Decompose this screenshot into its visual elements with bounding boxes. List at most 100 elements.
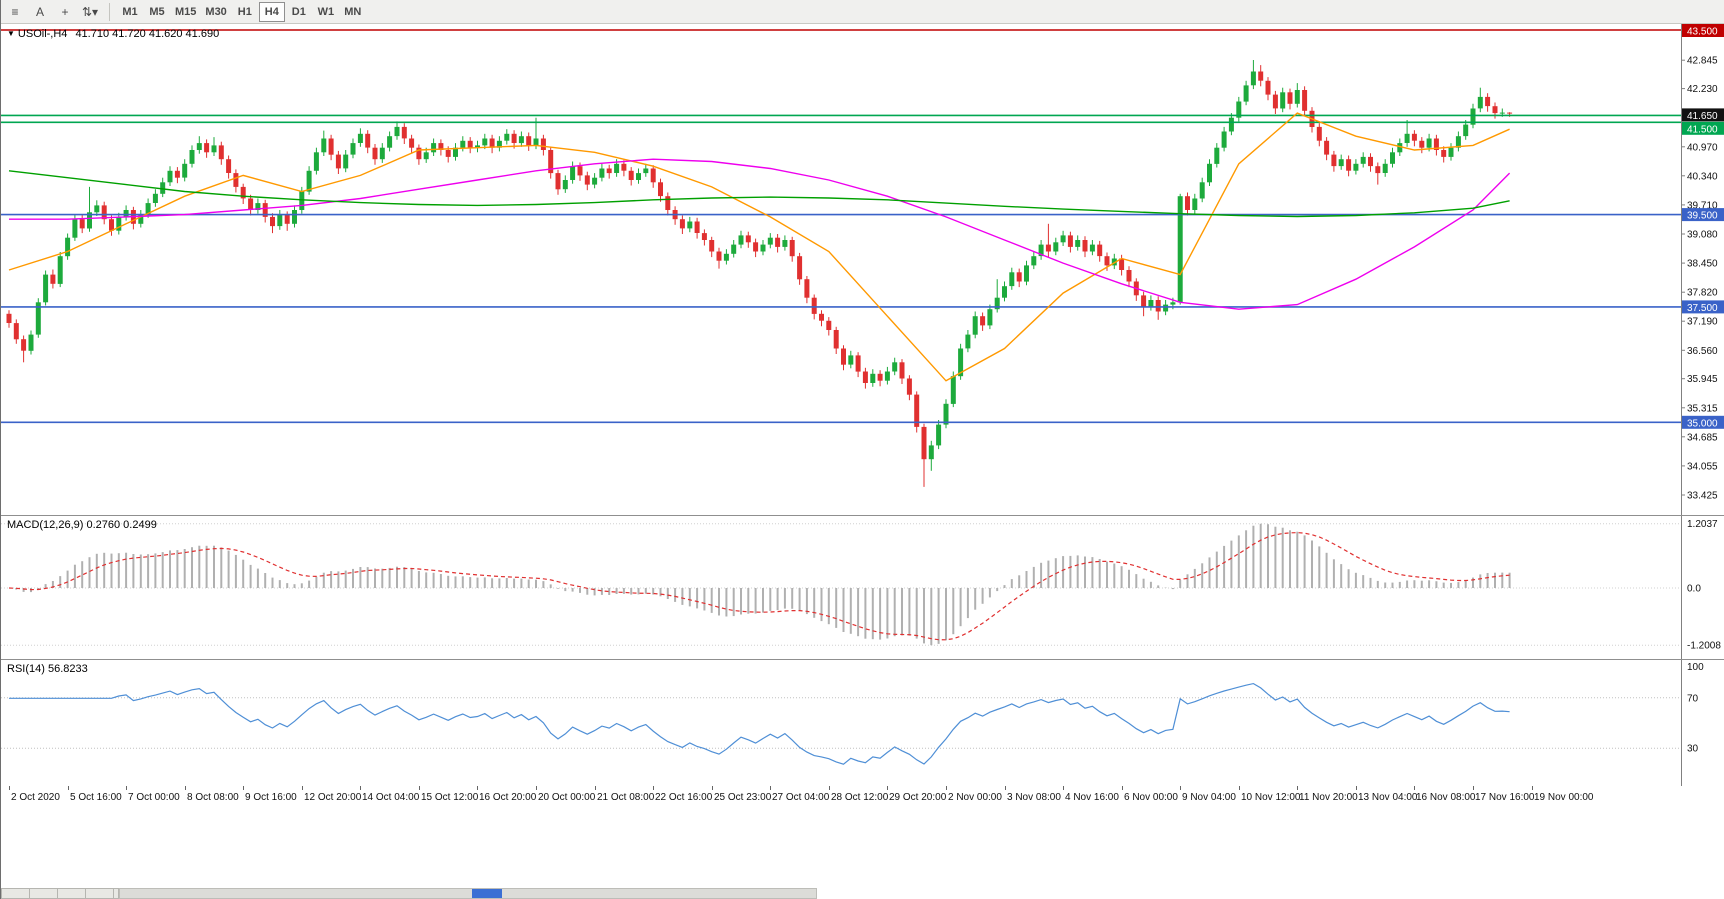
time-tick [1122, 786, 1123, 790]
time-label: 13 Nov 04:00 [1358, 792, 1418, 803]
time-tick [887, 786, 888, 790]
candles-group [6, 60, 1513, 487]
rsi-axis-label: 70 [1687, 693, 1699, 704]
time-axis[interactable]: 2 Oct 2020 5 Oct 16:00 7 Oct 00:00 8 Oct 08… [1, 786, 1724, 808]
time-label: 12 Oct 20:00 [304, 792, 362, 803]
rsi-panel-canvas[interactable]: 100 70 30 [1, 660, 1724, 786]
macd-name: MACD(12,26,9) [7, 519, 84, 531]
macd-axis-label: 0.0 [1687, 584, 1701, 595]
main-chart-canvas[interactable]: 42.845 42.230 40.970 40.340 39.710 39.080 38.4… [1, 24, 1724, 516]
price-badge [1682, 208, 1724, 222]
time-tick [243, 786, 244, 790]
timeframe-m15-button[interactable]: M15 [171, 2, 200, 22]
price-tick-label: 35.315 [1687, 403, 1718, 414]
time-tick [829, 786, 830, 790]
time-label: 25 Oct 23:00 [714, 792, 772, 803]
price-tick-label: 34.055 [1687, 461, 1718, 472]
price-tick-label: 35.945 [1687, 374, 1718, 385]
rsi-axis-label: 100 [1687, 662, 1704, 673]
menu-icon[interactable]: ≡ [3, 2, 27, 22]
price-badge [1682, 415, 1724, 429]
macd-histogram [15, 523, 1511, 646]
time-label: 3 Nov 08:00 [1007, 792, 1061, 803]
price-badge [1682, 121, 1724, 135]
macd-axis-label: 1.2037 [1687, 519, 1718, 530]
time-tick [653, 786, 654, 790]
time-label: 11 Nov 20:00 [1299, 792, 1358, 803]
time-label: 29 Oct 20:00 [889, 792, 947, 803]
timeframe-w1-button[interactable]: W1 [313, 2, 339, 22]
time-label: 21 Oct 08:00 [597, 792, 655, 803]
price-tick-label: 42.845 [1687, 56, 1718, 67]
rsi-line [9, 682, 1510, 765]
time-label: 20 Oct 00:00 [538, 792, 596, 803]
rsi-label: RSI(14) 56.8233 [7, 663, 88, 675]
price-tick-label: 40.340 [1687, 171, 1718, 182]
svg-text:39.500: 39.500 [1687, 211, 1718, 222]
time-tick [1532, 786, 1533, 790]
timeframe-m5-button[interactable]: M5 [144, 2, 170, 22]
time-label: 22 Oct 16:00 [655, 792, 713, 803]
timeframe-d1-button[interactable]: D1 [286, 2, 312, 22]
time-label: 17 Nov 16:00 [1475, 792, 1535, 803]
time-tick [419, 786, 420, 790]
price-tick-label: 33.425 [1687, 491, 1718, 502]
time-tick [1005, 786, 1006, 790]
time-tick [770, 786, 771, 790]
time-label: 16 Nov 08:00 [1416, 792, 1476, 803]
time-tick [595, 786, 596, 790]
macd-axis-label: -1.2008 [1687, 641, 1721, 652]
time-tick [360, 786, 361, 790]
tool-button-group: ≡ A + ⇅▾ [3, 2, 102, 22]
ma-magenta [9, 158, 1511, 310]
symbol-label: USOil-,H4 [17, 28, 68, 40]
macd-values: 0.2760 0.2499 [86, 519, 157, 531]
timeframe-m1-button[interactable]: M1 [117, 2, 143, 22]
time-label: 9 Nov 04:00 [1182, 792, 1236, 803]
horizontal-scrollbar[interactable] [119, 888, 817, 899]
price-tick-label: 38.450 [1687, 259, 1718, 270]
time-label: 16 Oct 20:00 [479, 792, 537, 803]
time-label: 15 Oct 12:00 [421, 792, 479, 803]
time-label: 9 Oct 16:00 [245, 792, 297, 803]
rsi-axis-label: 30 [1687, 744, 1699, 755]
time-label: 14 Oct 04:00 [362, 792, 420, 803]
svg-text:41.650: 41.650 [1687, 111, 1718, 122]
price-badge [1682, 108, 1724, 122]
time-label: 2 Nov 00:00 [948, 792, 1002, 803]
draw-tools-dropdown[interactable]: ⇅▾ [78, 2, 102, 22]
collapse-arrow-icon[interactable]: ▼ [7, 29, 15, 38]
price-tick-label: 36.560 [1687, 346, 1718, 357]
macd-panel-canvas[interactable]: 1.2037 0.0 -1.2008 [1, 516, 1724, 660]
time-tick [302, 786, 303, 790]
time-label: 28 Oct 12:00 [831, 792, 889, 803]
crosshair-tool[interactable]: + [53, 2, 77, 22]
timeframe-h1-button[interactable]: H1 [232, 2, 258, 22]
timeframe-button-group: M1 M5 M15 M30 H1 H4 D1 W1 MN [117, 1, 366, 22]
panel-separator[interactable] [1, 659, 1724, 660]
time-tick [126, 786, 127, 790]
time-tick [477, 786, 478, 790]
price-tick-label: 40.970 [1687, 142, 1718, 153]
price-tick-label: 37.190 [1687, 317, 1718, 328]
time-tick [1180, 786, 1181, 790]
timeframe-h4-button[interactable]: H4 [258, 1, 285, 22]
bottom-strip [1, 888, 1724, 899]
time-tick [946, 786, 947, 790]
svg-text:35.000: 35.000 [1687, 418, 1718, 429]
timeframe-m30-button[interactable]: M30 [201, 2, 230, 22]
timeframe-mn-button[interactable]: MN [340, 2, 366, 22]
svg-text:37.500: 37.500 [1687, 303, 1718, 314]
panel-separator[interactable] [1, 515, 1724, 516]
rsi-value: 56.8233 [47, 663, 88, 675]
time-tick [1473, 786, 1474, 790]
macd-label: MACD(12,26,9) 0.2760 0.2499 [7, 519, 157, 531]
time-label: 10 Nov 12:00 [1241, 792, 1301, 803]
scroll-left-blocks[interactable] [1, 888, 119, 899]
price-tick-label: 42.230 [1687, 84, 1718, 95]
time-tick [536, 786, 537, 790]
price-badge [1682, 24, 1724, 37]
ohlc-readout: 41.710 41.720 41.620 41.690 [75, 28, 220, 40]
scrollbar-thumb[interactable] [472, 889, 502, 898]
cursor-tool[interactable]: A [28, 2, 52, 22]
